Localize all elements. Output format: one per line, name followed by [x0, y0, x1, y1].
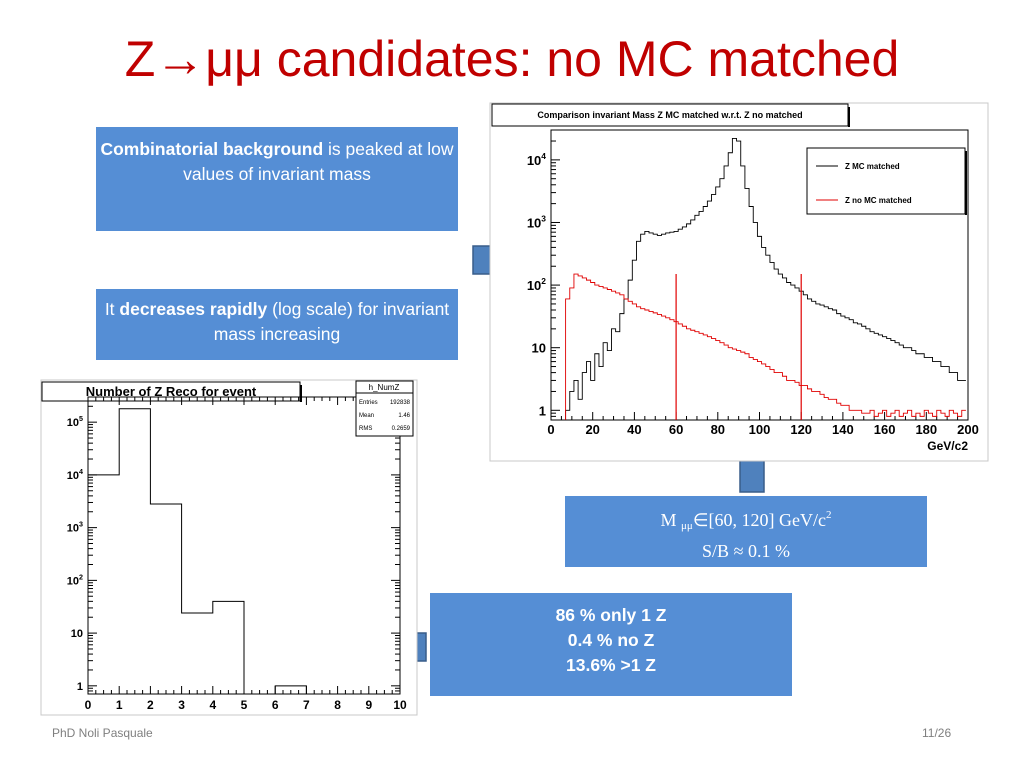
stats-entries-value: 192838	[390, 400, 411, 406]
mass-superscript: 2	[825, 509, 832, 521]
numz-histogram-line	[87, 408, 400, 695]
numz-y-tick-label: 10	[71, 628, 83, 640]
numz-x-tick-label: 9	[365, 698, 372, 712]
numz-x-tick-label: 7	[303, 698, 310, 712]
mass-symbol: M	[660, 510, 682, 530]
numz-x-tick-labels: 0 1 2 3 4 5 6 7 8 9 10	[85, 698, 407, 712]
mass-y-tick-label: 102	[527, 276, 546, 293]
legend-label-nomatch: Z no MC matched	[845, 196, 912, 205]
mass-legend-box	[806, 147, 966, 215]
mass-x-tick-label: 160	[874, 422, 896, 437]
combinatorial-bold: Combinatorial background	[100, 139, 324, 159]
mass-window-line: M μμ∈[60, 120] GeV/c2	[565, 503, 927, 539]
numz-x-tick-label: 8	[334, 698, 341, 712]
mass-x-tick-label: 140	[832, 422, 854, 437]
mass-x-tick-label: 20	[585, 422, 599, 437]
mass-x-tick-label: 120	[790, 422, 812, 437]
fraction-line-1: 86 % only 1 Z	[555, 605, 667, 625]
mass-chart: Comparison invariant Mass Z MC matched w…	[489, 102, 989, 462]
slide-title: Z→μμ candidates: no MC matched	[124, 31, 900, 87]
legend-label-matched: Z MC matched	[845, 162, 900, 171]
mass-series-group	[565, 137, 966, 420]
mass-y-tick-label: 103	[527, 214, 546, 231]
mass-x-tick-label: 0	[547, 422, 554, 437]
mass-y-tick-label: 104	[527, 151, 546, 168]
signal-background-ratio: S/B ≈ 0.1 %	[702, 541, 790, 561]
numz-x-tick-label: 3	[178, 698, 185, 712]
mass-axis-ticks	[550, 129, 969, 421]
mass-x-tick-label: 40	[627, 422, 641, 437]
mass-range: ∈[60, 120] GeV/c	[692, 510, 826, 530]
numz-x-tick-label: 0	[85, 698, 92, 712]
numz-y-tick-label: 103	[67, 521, 83, 535]
mass-x-tick-label: 60	[669, 422, 683, 437]
numz-x-tick-label: 2	[147, 698, 154, 712]
numz-chart: Number of Z Reco for event 0 1 2 3 4 5 6 7 8 9 10 …	[40, 379, 418, 716]
mass-series-line-nomatch	[565, 273, 966, 420]
stats-mean-label: Mean	[359, 413, 374, 419]
stats-mean-value: 1.46	[398, 413, 410, 419]
combinatorial-text: is peaked at low values of invariant mas…	[183, 139, 454, 184]
numz-x-tick-label: 10	[393, 698, 407, 712]
mass-x-tick-label: 200	[957, 422, 979, 437]
numz-y-tick-label: 105	[67, 415, 83, 429]
numz-x-tick-label: 5	[241, 698, 248, 712]
fraction-line-3: 13.6% >1 Z	[566, 655, 656, 675]
stats-rms-label: RMS	[359, 426, 372, 432]
numz-y-tick-labels: 1 10 102 103 104 105	[67, 415, 83, 693]
mass-window-box: M μμ∈[60, 120] GeV/c2 S/B ≈ 0.1 %	[565, 496, 927, 567]
decreases-text: (log scale) for invariant mass increasin…	[213, 299, 450, 344]
fractions-box: 86 % only 1 Z 0.4 % no Z 13.6% >1 Z	[430, 593, 792, 696]
numz-x-tick-label: 4	[209, 698, 216, 712]
fraction-line-2: 0.4 % no Z	[567, 630, 655, 650]
decreases-rapidly-box: It decreases rapidly (log scale) for inv…	[96, 289, 458, 360]
footer-author: PhD Noli Pasquale	[52, 726, 153, 740]
mass-chart-title: Comparison invariant Mass Z MC matched w…	[537, 110, 802, 120]
decreases-bold: decreases rapidly	[119, 299, 268, 319]
decreases-pre: It	[104, 299, 120, 319]
numz-stats-name: h_NumZ	[369, 383, 400, 392]
mass-x-tick-labels: 0 20 40 60 80 100 120 140 160 180 200	[547, 422, 978, 437]
mass-series-line-matched	[565, 137, 966, 420]
stats-rms-value: 0.2659	[392, 426, 411, 432]
mass-subscript: μμ	[681, 520, 693, 532]
numz-y-tick-label: 1	[77, 681, 83, 693]
numz-title: Number of Z Reco for event	[86, 384, 257, 399]
stats-entries-label: Entries	[359, 400, 378, 406]
mass-y-tick-labels: 1 10 102 103 104	[527, 151, 546, 418]
mass-x-tick-label: 180	[915, 422, 937, 437]
mass-x-axis-label: GeV/c2	[927, 439, 968, 453]
numz-x-tick-label: 6	[272, 698, 279, 712]
footer-page-number: 11/26	[922, 726, 952, 740]
mass-y-tick-label: 1	[539, 403, 546, 418]
numz-x-tick-label: 1	[116, 698, 123, 712]
numz-y-tick-label: 102	[67, 573, 83, 587]
numz-stats-box	[355, 380, 414, 437]
mass-y-tick-label: 10	[532, 341, 546, 356]
mass-cut-lines	[675, 274, 802, 420]
numz-y-tick-label: 104	[67, 468, 83, 482]
combinatorial-background-box: Combinatorial background is peaked at lo…	[96, 127, 458, 231]
numz-chart-frame	[40, 379, 418, 716]
mass-x-tick-label: 80	[711, 422, 725, 437]
mass-x-tick-label: 100	[749, 422, 771, 437]
